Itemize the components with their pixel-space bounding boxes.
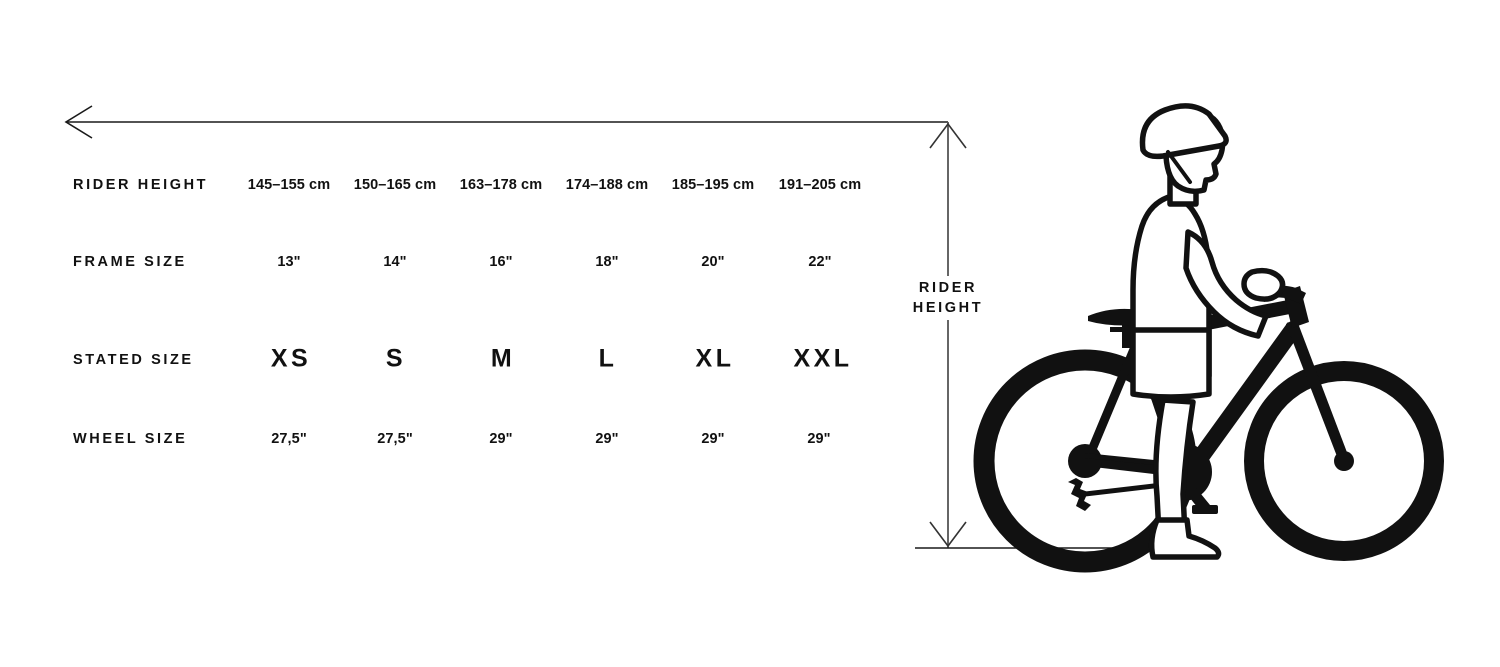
- row-label-frame-size: FRAME SIZE: [73, 254, 187, 270]
- saddle-rail: [1110, 327, 1132, 332]
- rider-arm: [1183, 229, 1269, 339]
- cell-rider-height-5: 185–195 cm: [671, 177, 755, 193]
- cell-wheel-size-1: 27,5": [271, 431, 307, 447]
- row-label-rider-height: RIDER HEIGHT: [73, 177, 209, 193]
- helmet-strap: [1166, 150, 1192, 184]
- cell-frame-size-4: 18": [595, 254, 619, 270]
- cell-stated-size-4: L: [598, 344, 618, 373]
- dimension-label-rider-height: RIDER HEIGHT: [906, 276, 990, 320]
- rear-hub: [1068, 444, 1102, 478]
- cell-frame-size-2: 14": [383, 254, 407, 270]
- cell-rider-height-3: 163–178 cm: [459, 177, 543, 193]
- size-chart-table: RIDER HEIGHT FRAME SIZE STATED SIZE WHEE…: [0, 0, 900, 500]
- rear-derailleur: [1068, 478, 1091, 511]
- cyclist-illustration: [973, 103, 1444, 573]
- dimension-label-line-2: HEIGHT: [912, 300, 984, 316]
- cell-frame-size-1: 13": [277, 254, 301, 270]
- cell-wheel-size-4: 29": [595, 431, 619, 447]
- cell-rider-height-1: 145–155 cm: [247, 177, 331, 193]
- cell-frame-size-6: 22": [808, 254, 832, 270]
- rider-far-leg: [1153, 397, 1196, 537]
- cell-stated-size-6: XXL: [793, 344, 853, 373]
- cell-rider-height-4: 174–188 cm: [565, 177, 649, 193]
- cell-rider-height-6: 191–205 cm: [778, 177, 862, 193]
- rider-shorts: [1130, 327, 1212, 400]
- row-label-stated-size: STATED SIZE: [73, 352, 194, 368]
- cell-rider-height-2: 150–165 cm: [353, 177, 437, 193]
- row-label-wheel-size: WHEEL SIZE: [73, 431, 188, 447]
- dimension-label-line-1: RIDER: [918, 280, 978, 296]
- rider-hand: [1241, 267, 1286, 302]
- pedal: [1192, 505, 1218, 514]
- cell-wheel-size-3: 29": [489, 431, 513, 447]
- rider-shoe: [1148, 517, 1222, 560]
- rider-helmet: [1139, 103, 1229, 160]
- cell-wheel-size-2: 27,5": [377, 431, 413, 447]
- seat-stay: [1085, 340, 1141, 461]
- cell-frame-size-3: 16": [489, 254, 513, 270]
- cell-frame-size-5: 20": [701, 254, 725, 270]
- front-hub: [1334, 451, 1354, 471]
- front-wheel: [1244, 361, 1444, 561]
- cell-wheel-size-5: 29": [701, 431, 725, 447]
- front-fork: [1286, 318, 1348, 459]
- cell-stated-size-2: S: [385, 344, 407, 373]
- rider: [1130, 103, 1286, 560]
- cell-stated-size-5: XL: [695, 344, 735, 373]
- cell-stated-size-1: XS: [270, 344, 312, 373]
- cell-stated-size-3: M: [490, 344, 516, 373]
- down-tube: [1181, 322, 1300, 478]
- cell-wheel-size-6: 29": [807, 431, 831, 447]
